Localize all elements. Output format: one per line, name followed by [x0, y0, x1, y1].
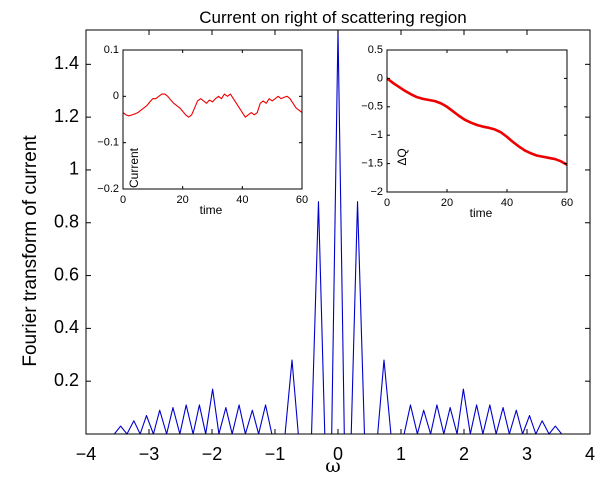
inset-charge-y-tick-label: −1	[370, 129, 383, 141]
main-y-tick-label: 0.4	[54, 317, 79, 337]
main-x-tick-label: −3	[139, 444, 160, 464]
inset-current-x-tick-label: 0	[120, 194, 126, 206]
inset-charge-y-axis-label: ΔQ	[395, 148, 409, 165]
main-x-tick-label: −4	[76, 444, 97, 464]
inset-current-y-tick-label: −0.1	[97, 137, 119, 149]
main-x-tick-label: −2	[202, 444, 223, 464]
main-y-tick-label: 1	[69, 159, 79, 179]
inset-charge-ticks-group: 0 20 40 60 −2 −1.5 −1 −0.5 0 0.5	[361, 44, 573, 209]
inset-charge-series-group	[386, 77, 568, 166]
inset-current-series-group	[122, 93, 303, 118]
main-y-axis-label: Fourier transform of current	[20, 135, 41, 367]
main-x-tick-label: 4	[585, 444, 595, 464]
inset-current-x-axis-label: time	[200, 203, 223, 217]
inset-current-chart: 0 20 40 60 −0.2 −0.1 0 0.1 Current time	[97, 44, 308, 217]
inset-current-frame	[122, 49, 303, 190]
inset-current-x-tick-label: 20	[177, 194, 189, 206]
inset-charge-y-tick-label: −2	[370, 186, 383, 198]
main-chart: Current on right of scattering region Fo…	[20, 8, 595, 477]
inset-charge-x-tick-label: 40	[501, 197, 513, 209]
inset-charge-series-line-0	[386, 77, 568, 166]
inset-charge-x-tick-label: 60	[561, 197, 573, 209]
inset-charge-frame	[386, 49, 568, 193]
inset-charge-chart: 0 20 40 60 −2 −1.5 −1 −0.5 0 0.5 ΔQ time	[361, 44, 573, 220]
inset-charge-y-tick-label: −0.5	[361, 101, 383, 113]
inset-charge-y-tick-label: 0.5	[368, 44, 383, 56]
main-y-tick-label: 1.2	[54, 106, 79, 126]
inset-current-ticks-group: 0 20 40 60 −0.2 −0.1 0 0.1	[97, 44, 308, 206]
main-x-tick-label: 0	[333, 444, 343, 464]
main-plot-frame	[85, 29, 591, 435]
inset-current-x-tick-label: 60	[296, 194, 308, 206]
inset-charge-background	[387, 50, 567, 192]
main-y-tick-label: 0.6	[54, 264, 79, 284]
main-ticks-group: −4 −3 −2 −1 0 1 2 3 4 0.2 0.4 0.6 0.8 1 1.2 1.4	[54, 30, 595, 464]
main-y-tick-label: 0.8	[54, 212, 79, 232]
inset-current-background	[123, 50, 302, 189]
main-x-tick-label: 3	[522, 444, 532, 464]
inset-charge-y-tick-label: −1.5	[361, 158, 383, 170]
inset-current-y-tick-label: 0	[113, 90, 119, 102]
main-chart-title: Current on right of scattering region	[199, 8, 466, 27]
inset-charge-x-axis-label: time	[470, 206, 493, 220]
main-y-tick-label: 1.4	[54, 53, 79, 73]
main-x-tick-label: 2	[459, 444, 469, 464]
inset-current-x-tick-label: 40	[236, 194, 248, 206]
inset-charge-x-tick-label: 20	[441, 197, 453, 209]
main-x-axis-label: ω	[325, 455, 341, 477]
inset-charge-x-tick-label: 0	[384, 197, 390, 209]
main-x-tick-label: −1	[265, 444, 286, 464]
main-x-tick-label: 1	[396, 444, 406, 464]
main-y-tick-label: 0.2	[54, 370, 79, 390]
inset-current-y-tick-label: 0.1	[104, 44, 119, 56]
inset-current-series-line-0	[122, 93, 303, 118]
inset-current-y-tick-label: −0.2	[97, 183, 119, 195]
inset-current-y-axis-label: Current	[127, 147, 141, 188]
inset-charge-y-tick-label: 0	[377, 72, 383, 84]
